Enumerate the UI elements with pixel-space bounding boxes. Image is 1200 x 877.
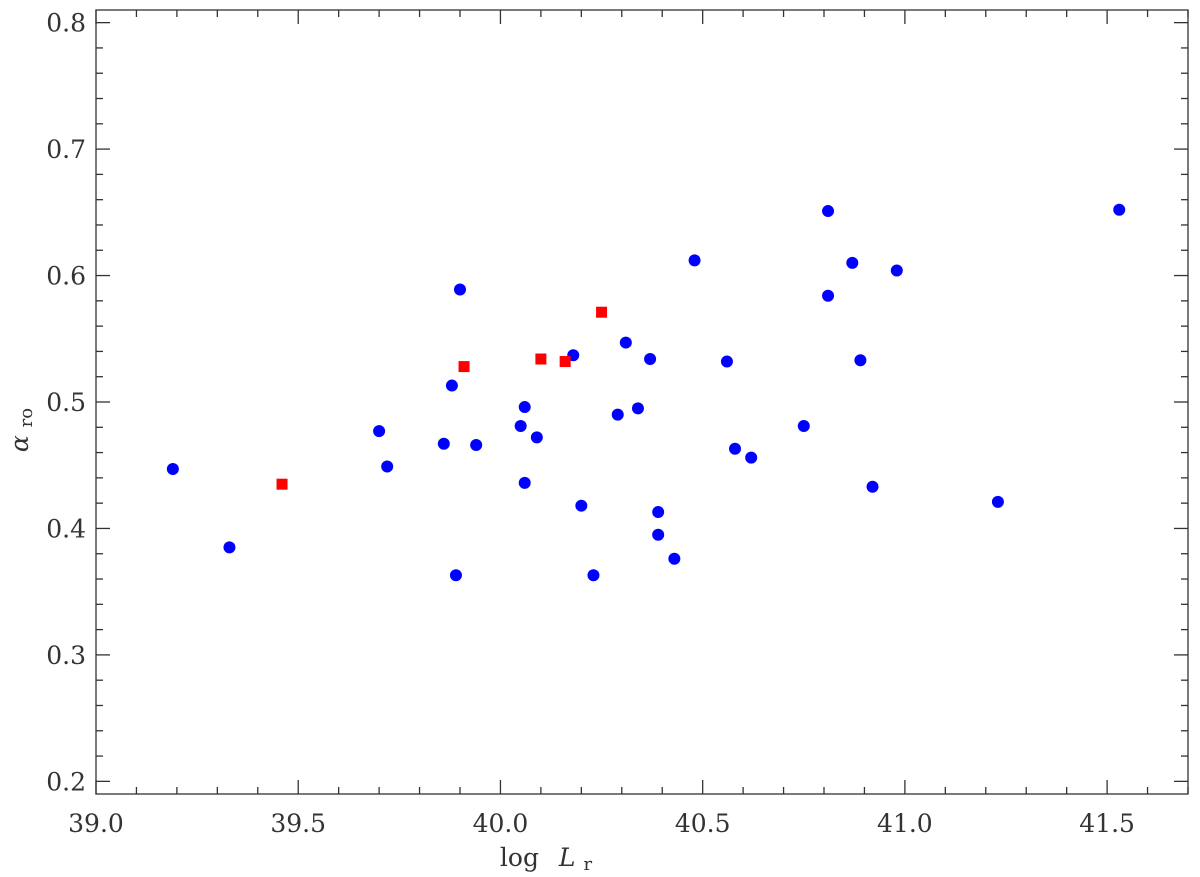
y-tick-label: 0.4 bbox=[46, 514, 86, 543]
y-tick-labels: 0.2 0.3 0.4 0.5 0.6 0.7 0.8 bbox=[46, 9, 86, 797]
data-point-circle bbox=[631, 402, 644, 415]
data-point-circle bbox=[644, 353, 657, 366]
data-point-circle bbox=[373, 425, 386, 438]
data-point-circle bbox=[822, 289, 835, 302]
data-point-circle bbox=[866, 480, 879, 493]
data-point-circle bbox=[991, 495, 1004, 508]
data-point-circle bbox=[652, 506, 665, 519]
data-point-circle bbox=[720, 355, 733, 368]
x-tick-label: 39.0 bbox=[68, 809, 124, 838]
y-axis-label-symbol: α bbox=[5, 435, 34, 452]
data-point-circle bbox=[518, 476, 531, 489]
x-axis-label-symbol: L bbox=[558, 843, 576, 872]
data-point-circle bbox=[454, 283, 466, 296]
y-tick-label: 0.6 bbox=[46, 262, 86, 291]
data-point-circle bbox=[381, 460, 394, 473]
x-tick-label: 40.0 bbox=[473, 809, 529, 838]
data-point-circle bbox=[587, 569, 600, 582]
y-axis-label-sub: ro bbox=[16, 408, 37, 427]
y-axis-label: α ro bbox=[5, 408, 37, 452]
x-axis-label-prefix: log bbox=[500, 843, 539, 872]
data-point-circle bbox=[729, 442, 742, 455]
data-point-circle bbox=[1113, 203, 1126, 216]
data-point-circle bbox=[652, 528, 665, 541]
data-point-circle bbox=[166, 463, 179, 476]
x-axis-label: log L r bbox=[500, 843, 593, 875]
x-tick-label: 40.5 bbox=[675, 809, 731, 838]
x-tick-label: 41.5 bbox=[1079, 809, 1135, 838]
data-point-circle bbox=[445, 379, 458, 392]
x-tick-labels: 39.0 39.5 40.0 40.5 41.0 41.5 bbox=[68, 809, 1135, 838]
data-point-circle bbox=[846, 256, 859, 269]
data-point-circle bbox=[575, 499, 588, 512]
data-point-circle bbox=[470, 438, 483, 451]
data-point-circle bbox=[530, 431, 543, 444]
x-tick-label: 41.0 bbox=[877, 809, 933, 838]
data-point-circle bbox=[668, 552, 681, 565]
data-points bbox=[166, 203, 1126, 582]
data-point-circle bbox=[890, 264, 903, 277]
data-point-circle bbox=[745, 451, 758, 464]
data-point-circle bbox=[223, 541, 236, 554]
data-point-square bbox=[596, 306, 608, 318]
data-point-circle bbox=[449, 569, 462, 582]
major-ticks bbox=[95, 10, 1188, 794]
y-tick-label: 0.2 bbox=[46, 767, 86, 796]
data-point-circle bbox=[518, 401, 531, 414]
data-point-circle bbox=[797, 420, 810, 433]
data-point-square bbox=[276, 478, 288, 490]
data-point-square bbox=[535, 353, 547, 365]
y-tick-label: 0.7 bbox=[46, 135, 86, 164]
plot-frame bbox=[95, 9, 1189, 795]
data-point-square bbox=[559, 356, 571, 368]
data-point-circle bbox=[854, 354, 867, 367]
x-tick-label: 39.5 bbox=[270, 809, 326, 838]
y-tick-label: 0.3 bbox=[46, 641, 86, 670]
minor-ticks bbox=[96, 10, 1189, 794]
y-tick-label: 0.5 bbox=[46, 388, 86, 417]
data-point-circle bbox=[514, 420, 527, 433]
y-tick-label: 0.8 bbox=[46, 9, 86, 38]
data-point-circle bbox=[611, 408, 624, 421]
data-point-circle bbox=[688, 254, 701, 267]
data-point-square bbox=[458, 361, 470, 373]
data-point-circle bbox=[822, 205, 835, 218]
data-point-circle bbox=[619, 336, 632, 349]
x-axis-label-sub: r bbox=[583, 854, 592, 875]
data-point-circle bbox=[437, 437, 450, 450]
